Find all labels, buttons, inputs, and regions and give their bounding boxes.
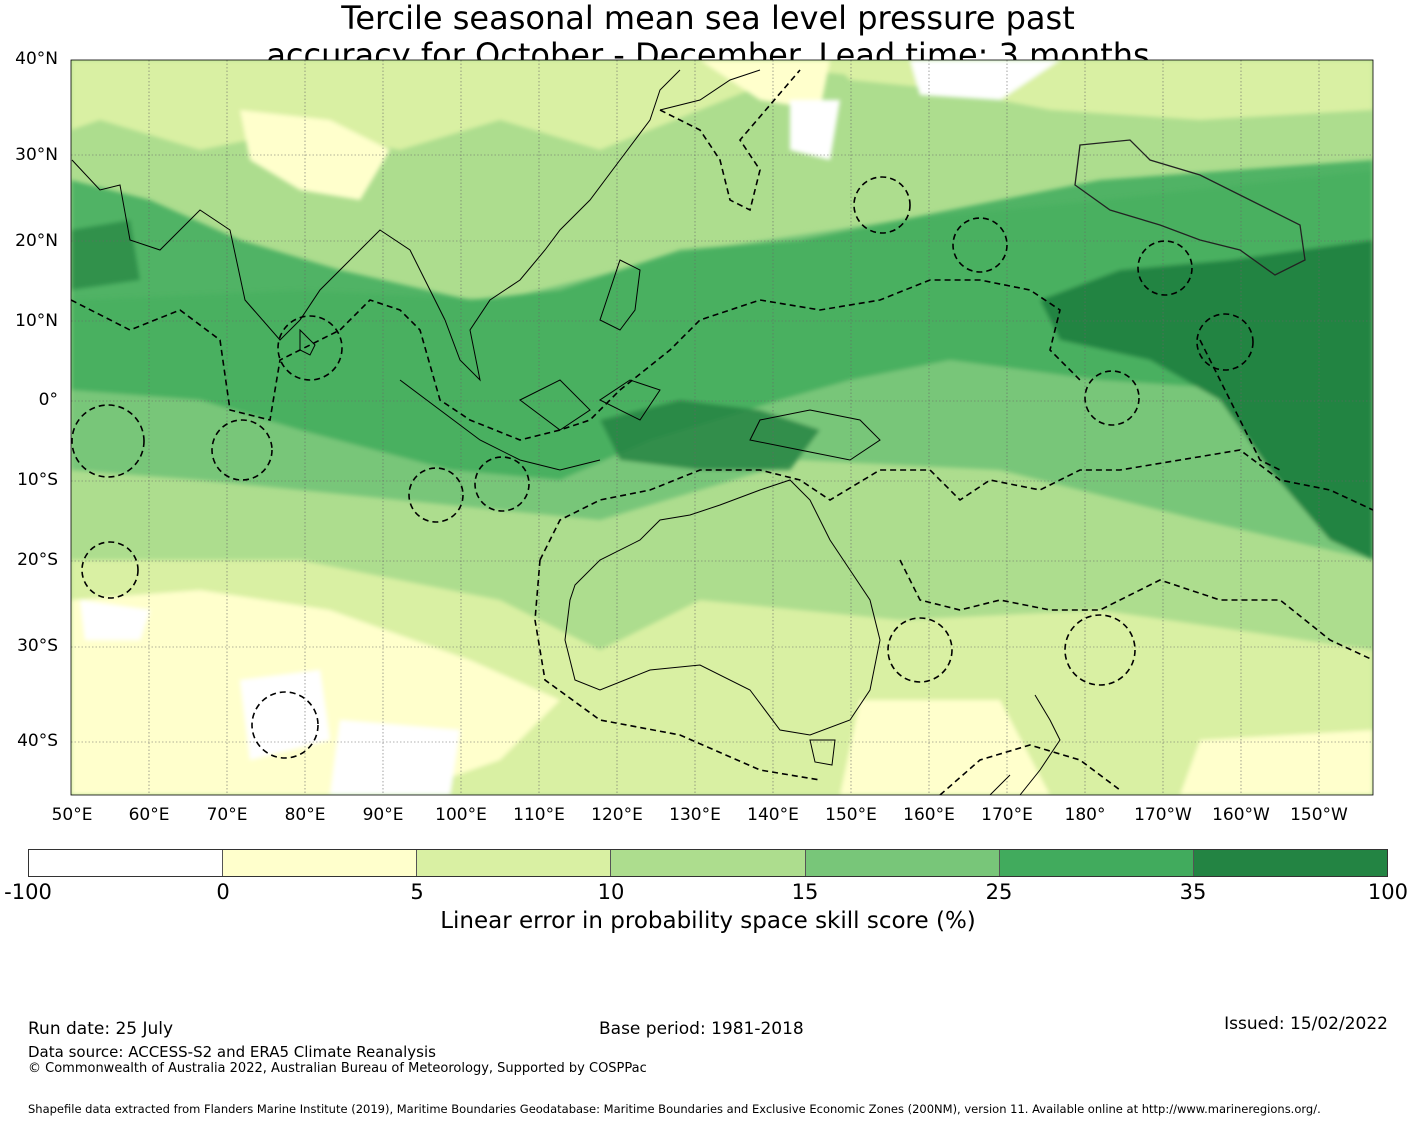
lon-label-60e: 60°E xyxy=(128,805,170,825)
skill-region-35-100-maritime xyxy=(600,400,820,470)
eez-hawaii xyxy=(1074,139,1306,276)
eez-cocos xyxy=(474,456,530,512)
eez-line-islands xyxy=(1199,339,1281,471)
lon-label-170w: 170°W xyxy=(1134,805,1192,825)
eez-norfolk xyxy=(887,617,953,683)
eez-maldives-sri-lanka xyxy=(277,315,343,381)
skill-region-negative-madagascar xyxy=(80,600,150,640)
lon-label-150w: 150°W xyxy=(1290,805,1348,825)
skill-region-negative-south-1 xyxy=(240,670,330,760)
graticule xyxy=(71,60,1373,795)
issued-date: Issued: 15/02/2022 xyxy=(1224,1014,1388,1034)
lat-label-40s: 40°S xyxy=(17,731,58,751)
colorbar-segment-35-100 xyxy=(1193,850,1387,876)
data-source: Data source: ACCESS-S2 and ERA5 Climate … xyxy=(28,1043,436,1061)
map-title-line-1: Tercile seasonal mean sea level pressure… xyxy=(341,0,1075,37)
colorbar-segment-25-35 xyxy=(999,850,1194,876)
colorbar-segment-neg100-0 xyxy=(29,850,224,876)
lon-label-50e: 50°E xyxy=(51,805,93,825)
eez-palmyra xyxy=(1196,313,1254,371)
colorbar-segment-0-5 xyxy=(223,850,418,876)
colorbar-segment-15-25 xyxy=(805,850,1000,876)
skill-region-0-5-southeast xyxy=(1180,730,1373,795)
skill-region-35-100-arabia xyxy=(71,220,140,290)
colorbar-tick-10: 10 xyxy=(597,880,625,904)
lon-label-90e: 90°E xyxy=(362,805,404,825)
colorbar-tick-15: 15 xyxy=(791,880,819,904)
shapefile-credit: Shapefile data extracted from Flanders M… xyxy=(28,1102,1321,1116)
lon-label-130e: 130°E xyxy=(669,805,721,825)
eez-south-chain xyxy=(539,449,1373,561)
colorbar-tick-35: 35 xyxy=(1179,880,1207,904)
lat-label-30s: 30°S xyxy=(17,636,58,656)
lat-label-10n: 10°N xyxy=(15,311,58,331)
colorbar-tick-5: 5 xyxy=(410,880,424,904)
skill-map xyxy=(70,59,1374,796)
lon-label-160w: 160°W xyxy=(1212,805,1270,825)
lon-label-170e: 170°E xyxy=(981,805,1033,825)
eez-johnston xyxy=(1137,240,1193,296)
lat-label-20n: 20°N xyxy=(15,231,58,251)
colorbar xyxy=(28,849,1388,877)
lon-label-70e: 70°E xyxy=(206,805,248,825)
lat-label-30n: 30°N xyxy=(15,145,58,165)
skill-region-negative-japan xyxy=(790,100,840,160)
colorbar-tick-25: 25 xyxy=(985,880,1013,904)
skill-region-0-5-tasman xyxy=(840,700,1050,795)
skill-region-negative-north xyxy=(910,60,1060,100)
coastlines xyxy=(71,69,1061,795)
lon-label-120e: 120°E xyxy=(591,805,643,825)
eez-australia-south xyxy=(534,559,821,781)
new-guinea-coastline xyxy=(749,409,881,461)
lon-label-180: 180° xyxy=(1064,805,1106,825)
new-zealand-coastline xyxy=(989,694,1061,795)
copyright: © Commonwealth of Australia 2022, Austra… xyxy=(28,1061,647,1076)
skill-region-25-35 xyxy=(71,160,1373,480)
map-frame xyxy=(70,59,1374,796)
tasmania-coastline xyxy=(809,739,836,766)
eez-howland xyxy=(1084,370,1140,426)
eez-christmas xyxy=(408,467,464,523)
base-period: Base period: 1981-2018 xyxy=(599,1019,804,1039)
japan-coastline xyxy=(659,69,761,111)
eez-reunion xyxy=(81,541,139,599)
lon-label-110e: 110°E xyxy=(513,805,565,825)
colorbar-label: Linear error in probability space skill … xyxy=(440,908,976,934)
eez-boundaries xyxy=(71,69,1373,795)
eez-amsterdam xyxy=(251,691,319,759)
eez-marcus xyxy=(853,176,911,234)
colorbar-tick-100: 100 xyxy=(1367,880,1408,904)
colorbar-segment-10-15 xyxy=(611,850,806,876)
run-date: Run date: 25 July xyxy=(28,1019,174,1039)
eez-seychelles xyxy=(71,404,145,478)
philippines-coastline xyxy=(599,259,641,331)
lon-label-140e: 140°E xyxy=(747,805,799,825)
lon-label-80e: 80°E xyxy=(284,805,326,825)
east-asia-coastline xyxy=(444,69,681,382)
colorbar-segment-5-10 xyxy=(417,850,612,876)
colorbar-tick-neg100: -100 xyxy=(4,880,52,904)
skill-region-negative-south-2 xyxy=(330,720,460,795)
lat-label-equator: 0° xyxy=(38,390,58,410)
lon-label-150e: 150°E xyxy=(825,805,877,825)
eez-japan xyxy=(659,69,801,212)
skill-region-35-100-east xyxy=(1040,240,1373,560)
eez-pacific-south xyxy=(899,559,1373,661)
eez-north-chain xyxy=(71,279,1081,441)
lat-label-20s: 20°S xyxy=(17,550,58,570)
indonesia-coastline xyxy=(399,379,661,471)
lon-label-100e: 100°E xyxy=(435,805,487,825)
colorbar-tick-0: 0 xyxy=(216,880,230,904)
skill-region-0-5-tibet xyxy=(240,110,390,200)
sri-lanka-coastline xyxy=(299,328,316,356)
lat-label-10s: 10°S xyxy=(17,470,58,490)
australia-coastline xyxy=(564,479,881,736)
eez-new-zealand xyxy=(939,744,1121,795)
eez-wake xyxy=(952,217,1008,273)
eez-chagos xyxy=(211,419,273,481)
south-asia-coastline xyxy=(71,159,446,341)
lon-label-160e: 160°E xyxy=(903,805,955,825)
eez-kermadec xyxy=(1064,614,1136,686)
lat-label-40n: 40°N xyxy=(15,49,58,69)
